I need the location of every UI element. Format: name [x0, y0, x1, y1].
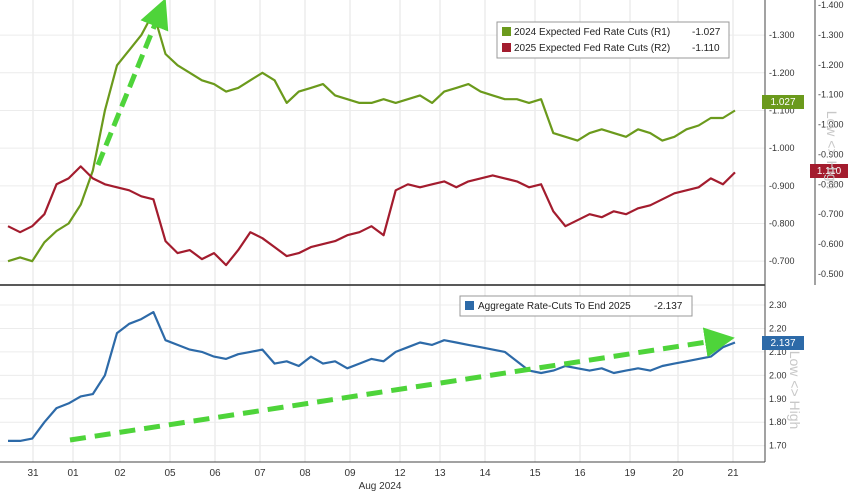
- tag-2025-value: 1.110: [817, 166, 842, 177]
- r2-tick-label: -1.000: [818, 120, 844, 130]
- r1-tick-label: -1.000: [769, 143, 795, 153]
- x-tick-label: 12: [394, 468, 406, 479]
- x-tick-label: 14: [479, 468, 491, 479]
- legend-value-2025: -1.110: [692, 43, 720, 54]
- r2-tick-label: -0.600: [818, 239, 844, 249]
- legend-value-2024: -1.027: [692, 27, 721, 38]
- series-line-2025-expected-cuts: [7, 165, 736, 267]
- lower-tick-label: 1.70: [769, 441, 787, 451]
- r1-tick-label: -0.700: [769, 256, 795, 266]
- legend-swatch-aggregate: [465, 301, 474, 310]
- x-tick-label: 13: [434, 468, 446, 479]
- lower-tick-label: 2.30: [769, 300, 787, 310]
- tag-aggregate-bg: [762, 336, 804, 350]
- x-tick-label: 01: [67, 468, 79, 479]
- legend-upper-box: [496, 21, 730, 59]
- tag-2024-bg: [762, 95, 804, 109]
- x-tick-label: 20: [672, 468, 684, 479]
- legend-label-2024: 2024 Expected Fed Rate Cuts (R1): [514, 27, 670, 38]
- x-tick-label: 16: [574, 468, 586, 479]
- axis-title-lower: Low <> High: [787, 351, 803, 430]
- x-tick-label: 06: [209, 468, 221, 479]
- r2-tick-label: -0.800: [818, 179, 844, 189]
- up-trend-arrow-lower: [69, 327, 735, 443]
- series-line-aggregate-cuts: [8, 311, 736, 442]
- r1-tick-label: -0.900: [769, 181, 795, 191]
- r2-tick-label: -0.900: [818, 149, 844, 159]
- legend-lower-box: [459, 295, 693, 317]
- axis-layer: 31 01 02 05 06 07 08 09 12 13 14 15 16 19 20 21 -1.300 -1…: [27, 0, 843, 479]
- r2-tick-label: -1.100: [818, 90, 844, 100]
- r1-tick-label: -1.200: [769, 68, 795, 78]
- lower-tick-label: 1.90: [769, 394, 787, 404]
- r2-tick-label: -0.700: [818, 209, 844, 219]
- tag-2025-bg: [810, 164, 848, 178]
- x-tick-label: 05: [164, 468, 176, 479]
- up-trend-arrow-upper: [95, 0, 169, 166]
- lower-tick-label: 1.80: [769, 417, 787, 427]
- x-axis-month-label: Aug 2024: [359, 481, 402, 492]
- x-tick-label: 19: [624, 468, 636, 479]
- legend-swatch-2024: [502, 27, 511, 36]
- tag-aggregate-value: 2.137: [770, 338, 795, 349]
- grid: [0, 0, 765, 462]
- x-tick-label: 08: [299, 468, 311, 479]
- r1-tick-label: -1.100: [769, 105, 795, 115]
- x-tick-label: 21: [727, 468, 739, 479]
- axis-title-upper: Low <> High: [824, 111, 840, 190]
- legend-value-aggregate: -2.137: [654, 301, 683, 312]
- lower-tick-label: 2.10: [769, 347, 787, 357]
- r2-tick-label: -1.300: [818, 30, 844, 40]
- lower-tick-label: 2.20: [769, 323, 787, 333]
- r1-tick-label: -0.800: [769, 218, 795, 228]
- x-tick-label: 02: [114, 468, 126, 479]
- series-layer: [7, 11, 736, 442]
- legend-label-aggregate: Aggregate Rate-Cuts To End 2025: [478, 301, 631, 312]
- r2-tick-label: -1.400: [818, 0, 844, 10]
- tag-2024-value: 1.027: [770, 97, 795, 108]
- legend-lower: Aggregate Rate-Cuts To End 2025 -2.137: [459, 295, 693, 317]
- legend-label-2025: 2025 Expected Fed Rate Cuts (R2): [514, 43, 670, 54]
- x-tick-label: 15: [529, 468, 541, 479]
- series-line-2024-expected-cuts: [7, 11, 736, 263]
- x-tick-label: 09: [344, 468, 356, 479]
- x-tick-label: 07: [254, 468, 266, 479]
- legend-upper: 2024 Expected Fed Rate Cuts (R1) -1.027 …: [496, 21, 730, 59]
- r2-tick-label: -1.200: [818, 60, 844, 70]
- r2-tick-label: -0.500: [818, 269, 844, 279]
- legend-swatch-2025: [502, 43, 511, 52]
- r1-tick-label: -1.300: [769, 30, 795, 40]
- x-tick-label: 31: [27, 468, 39, 479]
- lower-tick-label: 2.00: [769, 370, 787, 380]
